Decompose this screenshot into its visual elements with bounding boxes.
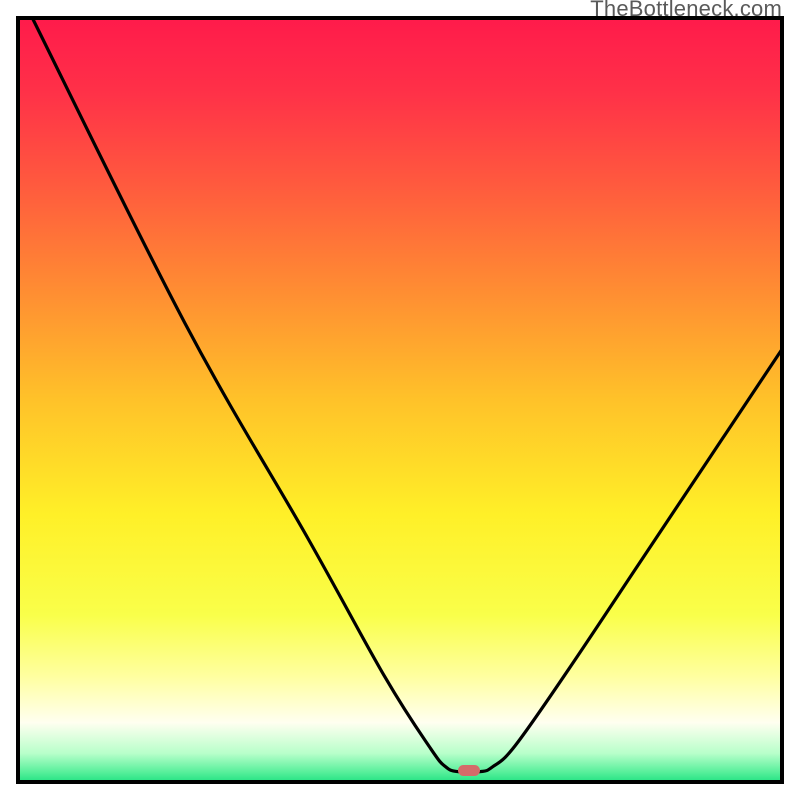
optimal-point-marker <box>458 765 480 776</box>
chart-container: TheBottleneck.com <box>0 0 800 800</box>
plot-area <box>16 16 784 784</box>
bottleneck-curve <box>16 16 784 784</box>
watermark-text: TheBottleneck.com <box>590 0 782 22</box>
